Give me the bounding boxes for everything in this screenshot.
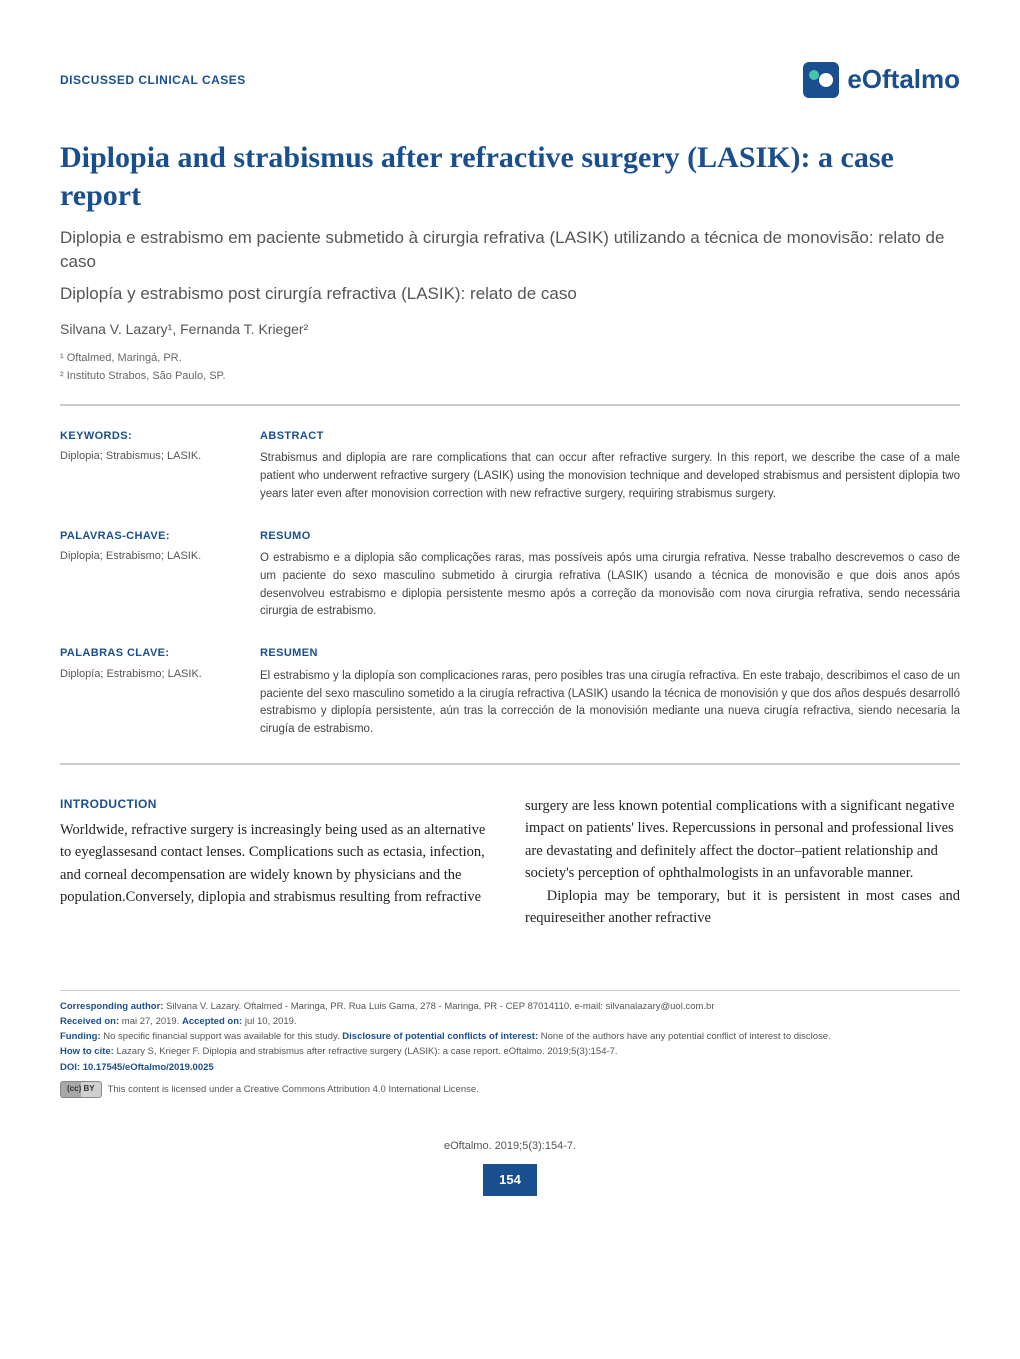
corresponding-value: Silvana V. Lazary. Oftalmed - Maringa, P… [163, 1001, 714, 1012]
funding-label: Funding: [60, 1031, 101, 1042]
abstract-text-es: El estrabismo y la diplopía son complica… [260, 668, 960, 739]
cite-label: How to cite: [60, 1046, 114, 1057]
abstract-text-pt: O estrabismo e a diplopia são complicaçõ… [260, 550, 960, 621]
cite-value: Lazary S, Krieger F. Diplopia and strabi… [114, 1046, 618, 1057]
corresponding-line: Corresponding author: Silvana V. Lazary.… [60, 999, 960, 1014]
logo-icon [803, 62, 839, 98]
affiliation-2: ² Instituto Strabos, São Paulo, SP. [60, 368, 960, 386]
page-number: 154 [483, 1164, 537, 1196]
page-container: DISCUSSED CLINICAL CASES eOftalmo Diplop… [0, 0, 1020, 1359]
page-footer: eOftalmo. 2019;5(3):154-7. 154 [60, 1138, 960, 1196]
affiliation-1: ¹ Oftalmed, Maringá, PR. [60, 350, 960, 368]
abstract-label-en: ABSTRACT [260, 428, 960, 445]
doi-line: DOI: 10.17545/eOftalmo/2019.0025 [60, 1060, 960, 1075]
footer-metadata: Corresponding author: Silvana V. Lazary.… [60, 990, 960, 1098]
journal-logo: eOftalmo [803, 60, 960, 99]
divider-bottom [60, 763, 960, 765]
cite-line: How to cite: Lazary S, Krieger F. Diplop… [60, 1044, 960, 1059]
cc-license-line: (cc) BY This content is licensed under a… [60, 1081, 479, 1098]
intro-paragraph-3: Diplopia may be temporary, but it is per… [525, 885, 960, 930]
received-value: mai 27, 2019. [119, 1016, 182, 1027]
footer-citation: eOftalmo. 2019;5(3):154-7. [60, 1138, 960, 1155]
cc-by-icon: (cc) BY [60, 1081, 102, 1098]
keywords-en: KEYWORDS: Diplopia; Strabismus; LASIK. [60, 428, 240, 504]
abstract-text-en: Strabismus and diplopia are rare complic… [260, 450, 960, 503]
keywords-value-pt: Diplopia; Estrabismo; LASIK. [60, 548, 240, 565]
article-title-pt: Diplopia e estrabismo em paciente submet… [60, 226, 960, 274]
keywords-value-es: Diplopía; Estrabismo; LASIK. [60, 666, 240, 683]
keywords-label-en: KEYWORDS: [60, 428, 240, 445]
keywords-pt: PALAVRAS-CHAVE: Diplopia; Estrabismo; LA… [60, 528, 240, 622]
abstract-es: PALABRAS CLAVE: Diplopía; Estrabismo; LA… [60, 645, 960, 739]
abstract-label-pt: RESUMO [260, 528, 960, 545]
abstract-en: KEYWORDS: Diplopia; Strabismus; LASIK. A… [60, 428, 960, 504]
abstract-pt: PALAVRAS-CHAVE: Diplopia; Estrabismo; LA… [60, 528, 960, 622]
abstract-label-es: RESUMEN [260, 645, 960, 662]
article-title-main: Diplopia and strabismus after refractive… [60, 139, 960, 214]
keywords-label-pt: PALAVRAS-CHAVE: [60, 528, 240, 545]
corresponding-label: Corresponding author: [60, 1001, 163, 1012]
header-row: DISCUSSED CLINICAL CASES eOftalmo [60, 60, 960, 99]
accepted-value: jul 10, 2019. [242, 1016, 296, 1027]
introduction-section: INTRODUCTION Worldwide, refractive surge… [60, 795, 960, 930]
disclosure-value: None of the authors have any potential c… [538, 1031, 831, 1042]
funding-line: Funding: No specific financial support w… [60, 1029, 960, 1044]
divider-top [60, 404, 960, 406]
keywords-label-es: PALABRAS CLAVE: [60, 645, 240, 662]
authors-line: Silvana V. Lazary¹, Fernanda T. Krieger² [60, 319, 960, 340]
keywords-es: PALABRAS CLAVE: Diplopía; Estrabismo; LA… [60, 645, 240, 739]
funding-value: No specific financial support was availa… [101, 1031, 343, 1042]
article-title-es: Diplopía y estrabismo post cirurgía refr… [60, 282, 960, 306]
disclosure-label: Disclosure of potential conflicts of int… [342, 1031, 538, 1042]
keywords-value-en: Diplopia; Strabismus; LASIK. [60, 448, 240, 465]
received-label: Received on: [60, 1016, 119, 1027]
accepted-label: Accepted on: [182, 1016, 242, 1027]
intro-heading: INTRODUCTION [60, 795, 495, 813]
doi-value: 10.17545/eOftalmo/2019.0025 [83, 1062, 214, 1073]
doi-label: DOI: [60, 1062, 83, 1073]
abstracts-block: KEYWORDS: Diplopia; Strabismus; LASIK. A… [60, 428, 960, 739]
abstract-right-es: RESUMEN El estrabismo y la diplopía son … [260, 645, 960, 739]
logo-text: eOftalmo [847, 60, 960, 99]
dates-line: Received on: mai 27, 2019. Accepted on: … [60, 1014, 960, 1029]
cc-text: This content is licensed under a Creativ… [108, 1082, 479, 1097]
abstract-right-en: ABSTRACT Strabismus and diplopia are rar… [260, 428, 960, 504]
abstract-right-pt: RESUMO O estrabismo e a diplopia são com… [260, 528, 960, 622]
affiliations: ¹ Oftalmed, Maringá, PR. ² Instituto Str… [60, 350, 960, 385]
section-label: DISCUSSED CLINICAL CASES [60, 71, 246, 89]
